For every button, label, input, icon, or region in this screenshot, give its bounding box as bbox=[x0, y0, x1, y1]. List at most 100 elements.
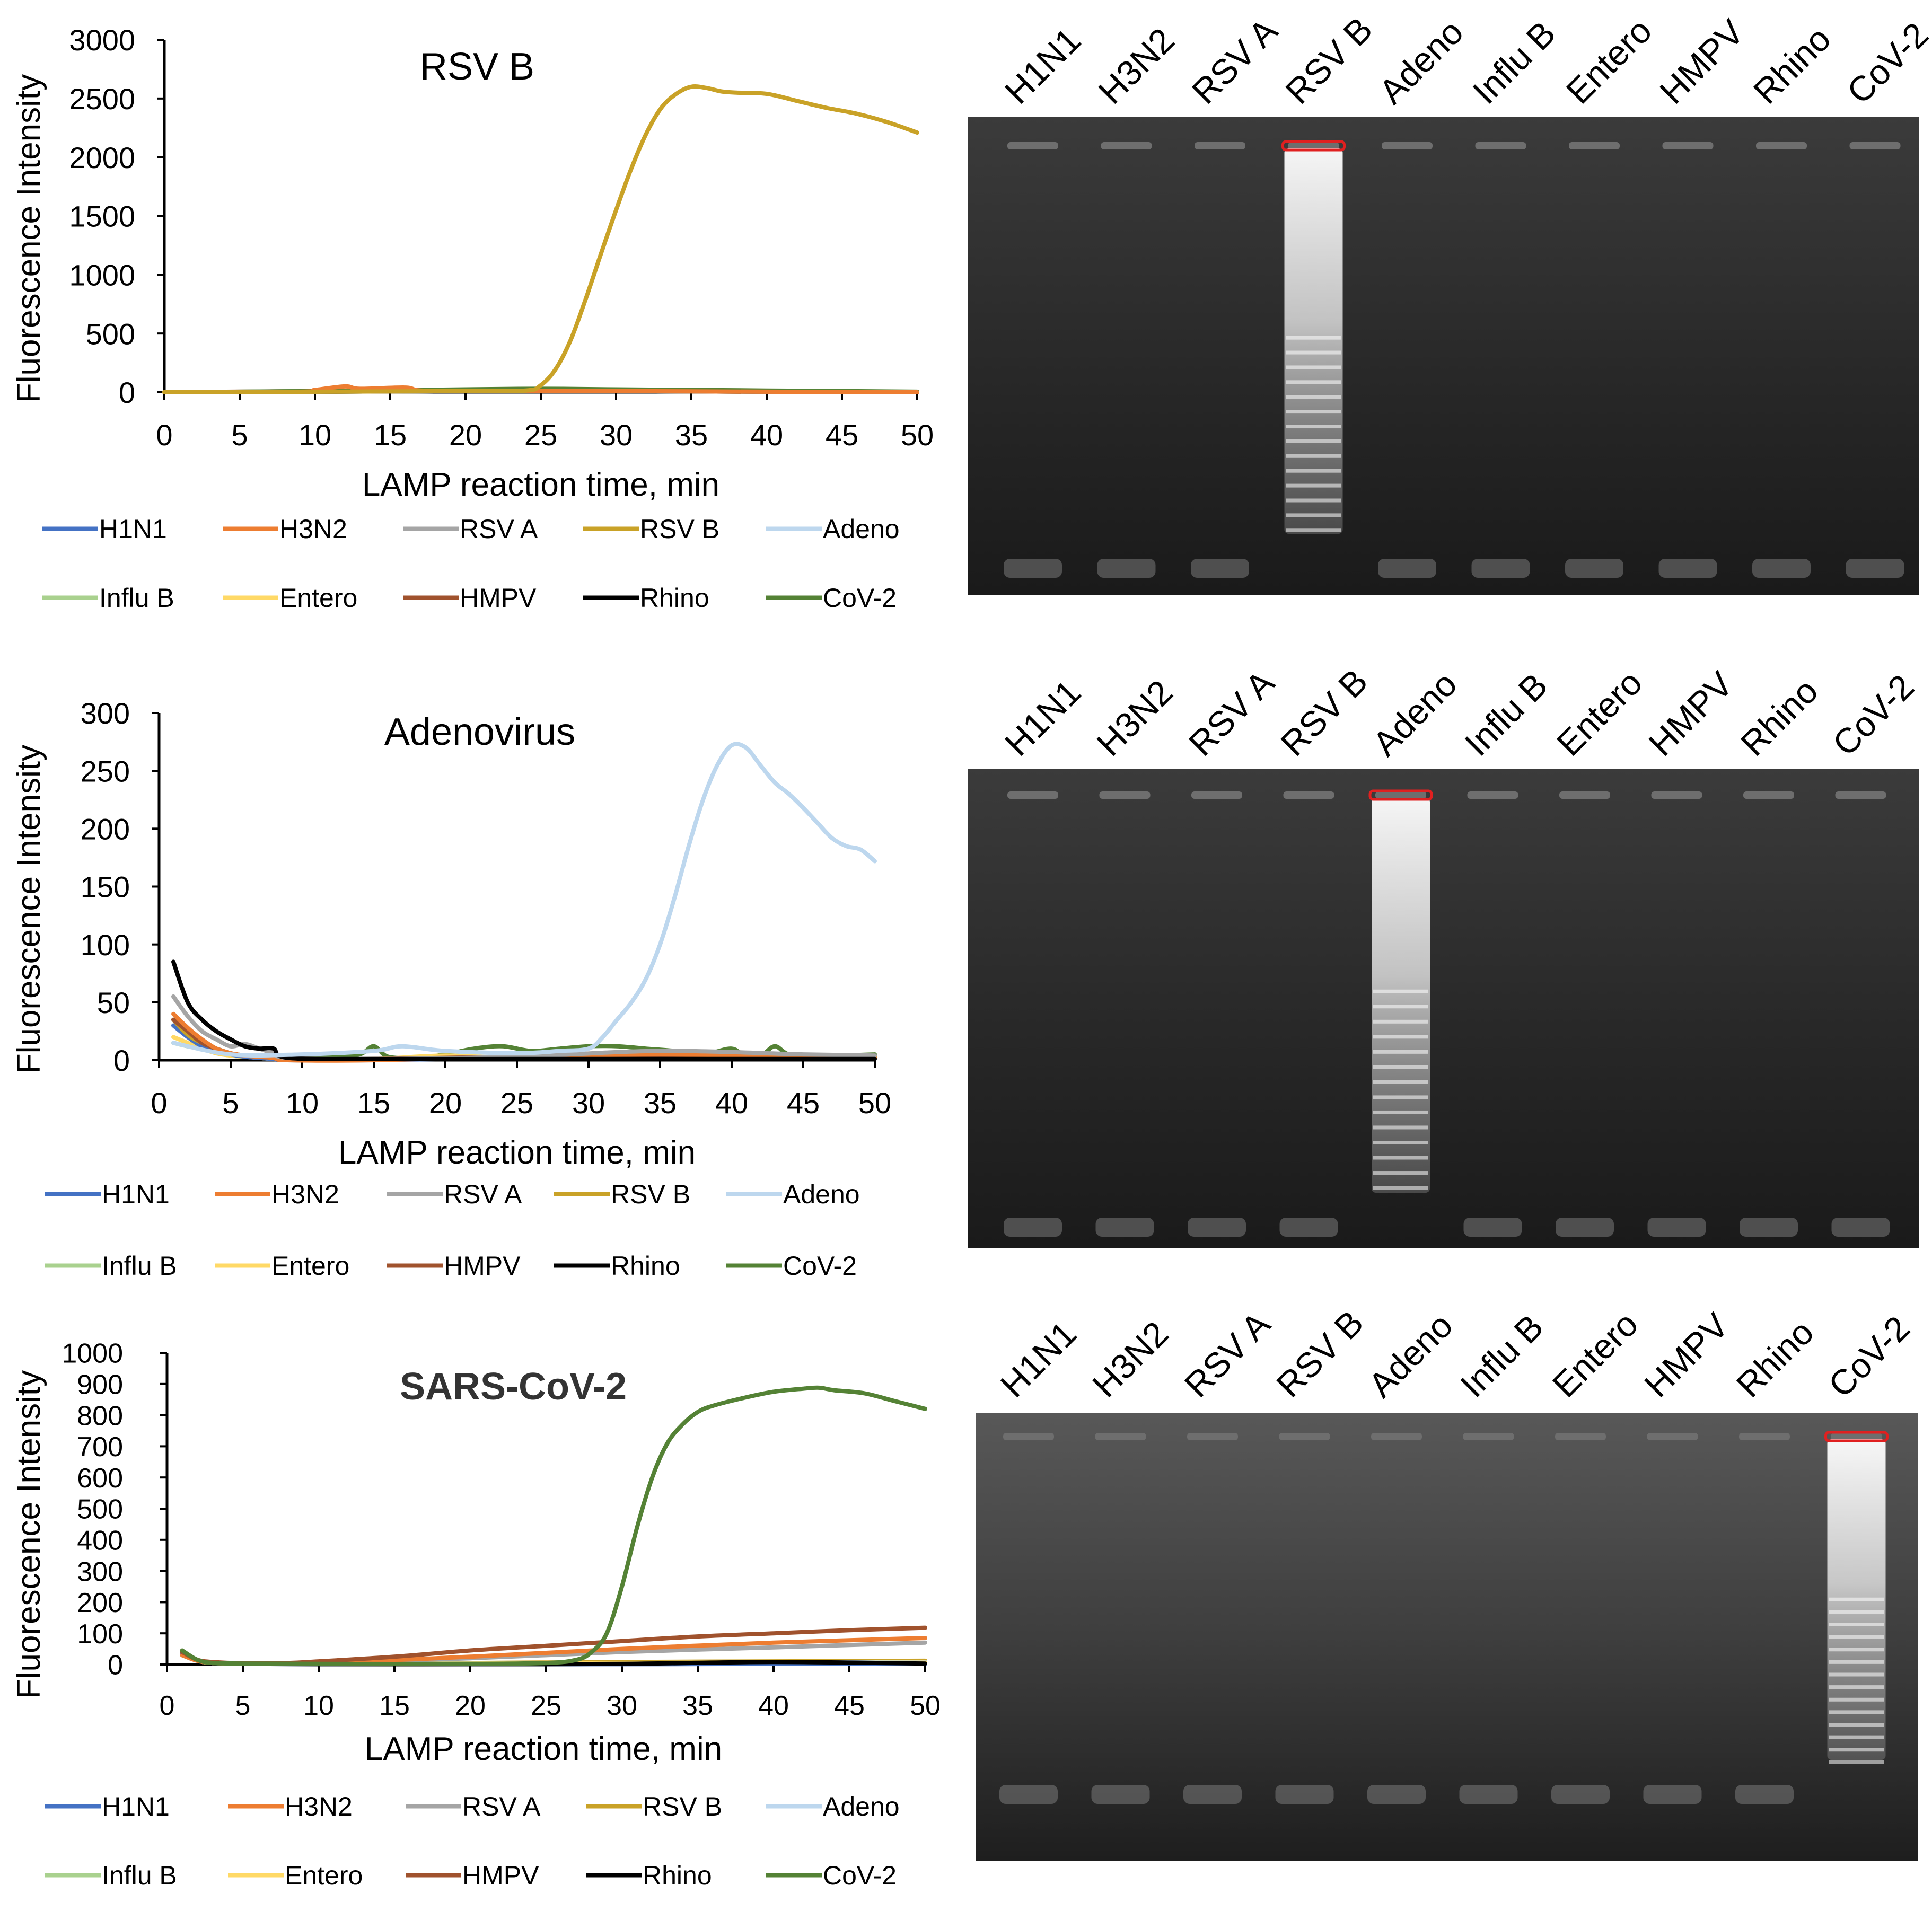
gel-lane-label: H3N2 bbox=[1089, 672, 1180, 763]
gel-primer-band bbox=[1378, 559, 1436, 578]
y-tick-label: 500 bbox=[86, 317, 135, 350]
gel-ladder-band bbox=[1286, 365, 1341, 369]
gel-well bbox=[1003, 1433, 1054, 1440]
legend-label: Adeno bbox=[823, 1792, 900, 1821]
y-tick-label: 0 bbox=[113, 1044, 130, 1077]
gel-smear bbox=[1372, 798, 1430, 1193]
y-tick-label: 300 bbox=[77, 1556, 123, 1587]
gel-well bbox=[1283, 791, 1334, 799]
legend-label: RSV B bbox=[643, 1792, 722, 1821]
series-line-cov-2 bbox=[300, 1044, 877, 1061]
gel-ladder-band bbox=[1286, 454, 1341, 458]
gel-well bbox=[1195, 142, 1245, 149]
x-tick-label: 45 bbox=[834, 1690, 865, 1721]
gel-well bbox=[1849, 142, 1901, 149]
x-tick-label: 10 bbox=[286, 1086, 319, 1120]
gel-ladder-band bbox=[1829, 1648, 1884, 1652]
legend-label: H3N2 bbox=[285, 1792, 353, 1821]
gel-ladder-band bbox=[1286, 395, 1341, 399]
gel-ladder-band bbox=[1373, 989, 1428, 993]
gel-ladder-band bbox=[1373, 1065, 1428, 1069]
gel-ladder-band bbox=[1286, 498, 1341, 503]
legend-label: Entero bbox=[279, 583, 357, 613]
x-tick-label: 50 bbox=[910, 1690, 941, 1721]
y-tick-label: 700 bbox=[77, 1432, 123, 1463]
x-tick-label: 0 bbox=[151, 1086, 167, 1120]
series-line-rhino bbox=[171, 959, 877, 1061]
gel-lane-label: RSV A bbox=[1184, 11, 1285, 111]
gel-primer-band bbox=[1643, 1785, 1702, 1804]
gel-well bbox=[1101, 142, 1152, 149]
gel-ladder-band bbox=[1829, 1710, 1884, 1714]
gel-lane-label: Entero bbox=[1559, 11, 1659, 111]
y-tick-label: 0 bbox=[108, 1650, 123, 1681]
legend-label: Influ B bbox=[102, 1251, 177, 1281]
x-tick-label: 5 bbox=[235, 1690, 251, 1721]
chart-2: Adenovirus Fluorescence Intensity LAMP r… bbox=[11, 697, 891, 1281]
legend-label: H3N2 bbox=[279, 514, 347, 544]
x-tick-label: 50 bbox=[858, 1086, 891, 1120]
gel-primer-band bbox=[1097, 559, 1156, 578]
legend-label: Influ B bbox=[102, 1861, 177, 1890]
chart-2-title: Adenovirus bbox=[384, 711, 575, 753]
x-tick-label: 5 bbox=[231, 418, 248, 452]
gel-well bbox=[1555, 1433, 1606, 1440]
gel-well bbox=[1099, 791, 1151, 799]
gel-primer-band bbox=[1095, 1218, 1154, 1237]
gel-well bbox=[1647, 1433, 1698, 1440]
gel-lane-label: Rhino bbox=[1746, 19, 1838, 111]
legend-label: HMPV bbox=[460, 583, 537, 613]
gel-ladder-band bbox=[1829, 1610, 1884, 1614]
legend-label: HMPV bbox=[444, 1251, 521, 1281]
gel-ladder-band bbox=[1829, 1672, 1884, 1677]
gel-primer-band bbox=[1658, 559, 1717, 578]
legend-label: CoV-2 bbox=[783, 1251, 857, 1281]
gel-well bbox=[1467, 791, 1518, 799]
gel-ladder-band bbox=[1829, 1735, 1884, 1739]
gel-well bbox=[1288, 142, 1339, 149]
x-tick-label: 15 bbox=[357, 1086, 390, 1120]
chart-2-plot: 0 50 100 150 200 250 300 0 5 10 15 20 25 30 35 40 45 50 H1… bbox=[45, 697, 891, 1281]
gel-ladder-band bbox=[1373, 1141, 1428, 1144]
gel-well bbox=[1831, 1433, 1882, 1440]
gel-lane-label: RSV B bbox=[1269, 1303, 1371, 1405]
gel-lane-label: Influ B bbox=[1465, 13, 1563, 111]
gel-primer-band bbox=[1471, 559, 1530, 578]
gel-lane-label: CoV-2 bbox=[1821, 1308, 1917, 1405]
x-tick-label: 40 bbox=[758, 1690, 789, 1721]
gel-ladder-band bbox=[1373, 1171, 1428, 1175]
gel-primer-band bbox=[1191, 559, 1249, 578]
gel-well bbox=[1651, 791, 1702, 799]
y-tick-label: 50 bbox=[97, 986, 130, 1019]
y-tick-label: 2000 bbox=[69, 141, 135, 174]
gel-primer-band bbox=[1556, 1218, 1614, 1237]
gel-ladder-band bbox=[1373, 1095, 1428, 1099]
gel-lane-label: H3N2 bbox=[1091, 20, 1182, 111]
gel-primer-band bbox=[1565, 559, 1623, 578]
gel-ladder-band bbox=[1829, 1660, 1884, 1664]
gel-lane-label: Adeno bbox=[1361, 1306, 1460, 1405]
x-tick-label: 40 bbox=[715, 1086, 748, 1120]
gel-primer-band bbox=[1279, 1218, 1338, 1237]
legend-label: Entero bbox=[285, 1861, 363, 1890]
gel-primer-band bbox=[1188, 1218, 1246, 1237]
x-tick-label: 30 bbox=[607, 1690, 637, 1721]
y-tick-label: 1500 bbox=[69, 200, 135, 233]
gel-primer-band bbox=[1551, 1785, 1610, 1804]
gel-ladder-band bbox=[1373, 1080, 1428, 1084]
gel-lane-label: H3N2 bbox=[1085, 1314, 1176, 1405]
y-tick-label: 1000 bbox=[69, 258, 135, 292]
gel-ladder-band bbox=[1829, 1597, 1884, 1601]
gel-lane-label: Influ B bbox=[1453, 1307, 1551, 1405]
chart-1-ylabel: Fluorescence Intensity bbox=[11, 74, 47, 403]
gel-primer-band bbox=[1735, 1785, 1794, 1804]
gel-ladder-band bbox=[1829, 1760, 1884, 1764]
y-tick-label: 900 bbox=[77, 1370, 123, 1401]
gel-well bbox=[1382, 142, 1433, 149]
x-tick-label: 20 bbox=[449, 418, 482, 452]
y-tick-label: 250 bbox=[81, 754, 130, 788]
